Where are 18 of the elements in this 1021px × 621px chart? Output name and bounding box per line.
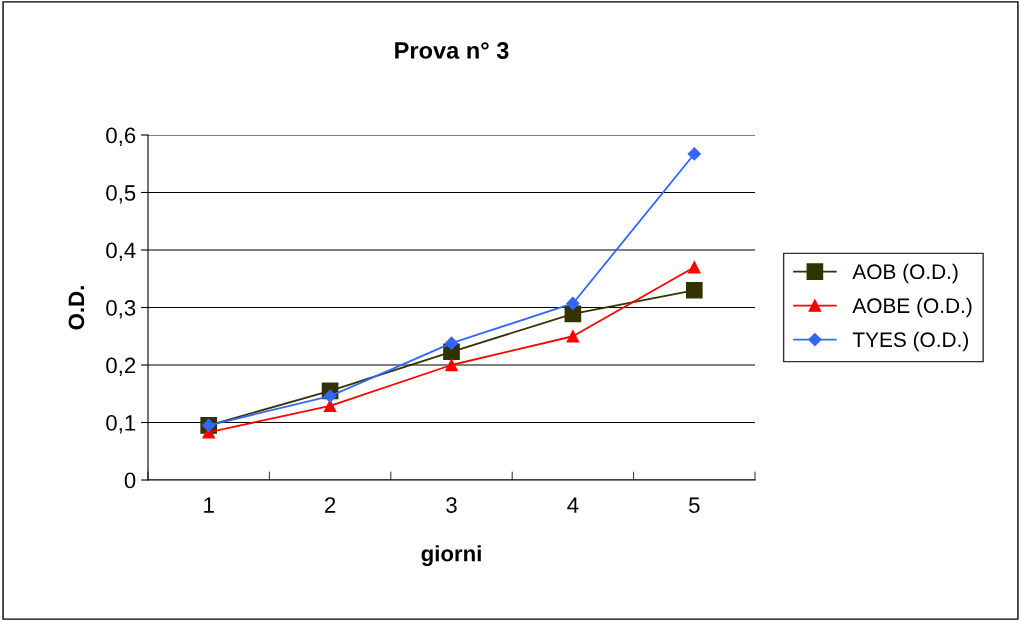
- x-axis-title: giorni: [421, 545, 481, 566]
- y-tick-label: 0,4: [106, 242, 136, 261]
- legend-label: AOBE (O.D.): [852, 297, 972, 318]
- x-tick-label: 4: [567, 497, 579, 513]
- x-tick-label: 3: [446, 497, 457, 513]
- y-tick-label: 0,2: [106, 357, 136, 376]
- x-tick-label: 1: [204, 497, 214, 513]
- y-tick-label: 0,3: [106, 300, 136, 319]
- legend-label: AOB (O.D.): [852, 263, 958, 284]
- y-tick-label: 0,6: [106, 127, 136, 146]
- y-tick-label: 0: [124, 472, 136, 489]
- chart-title: Prova n° 3: [395, 42, 509, 59]
- legend-label: TYES (O.D.): [852, 331, 968, 352]
- y-axis-title: O.D.: [68, 286, 85, 330]
- x-tick-label: 2: [325, 497, 336, 513]
- y-tick-label: 0,1: [106, 415, 136, 434]
- x-tick-label: 5: [689, 497, 700, 513]
- y-tick-label: 0,5: [106, 185, 136, 204]
